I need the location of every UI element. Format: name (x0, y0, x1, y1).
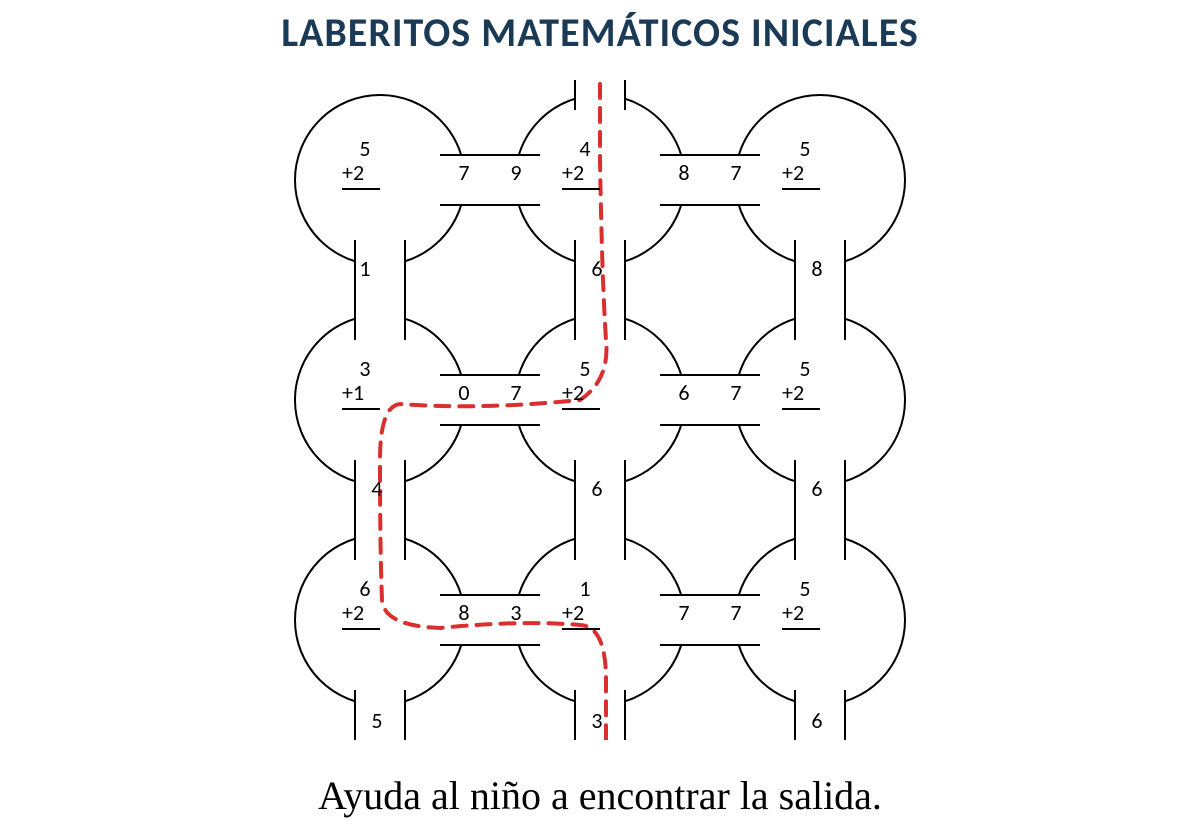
page-subtitle: Ayuda al niño a encontrar la salida. (0, 772, 1200, 819)
node-below: 6 (803, 478, 831, 500)
node-underline (342, 408, 380, 410)
node-underline (342, 628, 380, 630)
maze-labels: 5 +2 1 4 +2 6 5 +2 8 3 +1 4 5 +2 6 5 (280, 80, 920, 740)
node-underline (562, 188, 600, 190)
maze-container: 5 +2 1 4 +2 6 5 +2 8 3 +1 4 5 +2 6 5 (280, 80, 920, 740)
node-op: +2 (562, 382, 598, 404)
node-op: +2 (562, 162, 598, 184)
node-op: +2 (342, 602, 378, 624)
node-top: 3 (351, 358, 379, 380)
node-below: 8 (803, 258, 831, 280)
node-top: 5 (351, 138, 379, 160)
node-top: 5 (791, 578, 819, 600)
conn-num: 6 (670, 382, 698, 404)
node-underline (562, 408, 600, 410)
node-below: 6 (803, 710, 831, 732)
node-below: 3 (583, 710, 611, 732)
node-below: 5 (363, 710, 391, 732)
node-underline (782, 408, 820, 410)
node-top: 5 (571, 358, 599, 380)
node-below: 1 (351, 258, 379, 280)
node-below: 4 (363, 478, 391, 500)
node-op: +1 (342, 382, 378, 404)
node-underline (782, 628, 820, 630)
conn-num: 0 (450, 382, 478, 404)
node-underline (782, 188, 820, 190)
node-top: 5 (791, 358, 819, 380)
node-op: +2 (782, 602, 818, 624)
node-top: 5 (791, 138, 819, 160)
node-underline (342, 188, 380, 190)
worksheet-page: LABERITOS MATEMÁTICOS INICIALES (0, 0, 1200, 831)
conn-num: 8 (670, 162, 698, 184)
conn-num: 7 (670, 602, 698, 624)
conn-num: 7 (722, 382, 750, 404)
node-op: +2 (342, 162, 378, 184)
conn-num: 7 (502, 382, 530, 404)
node-top: 6 (351, 578, 379, 600)
conn-num: 7 (450, 162, 478, 184)
node-below: 6 (583, 258, 611, 280)
node-op: +2 (562, 602, 598, 624)
node-op: +2 (782, 162, 818, 184)
node-below: 6 (583, 478, 611, 500)
node-top: 4 (571, 138, 599, 160)
conn-num: 8 (450, 602, 478, 624)
node-op: +2 (782, 382, 818, 404)
node-underline (562, 628, 600, 630)
conn-num: 3 (502, 602, 530, 624)
conn-num: 9 (502, 162, 530, 184)
node-top: 1 (571, 578, 599, 600)
conn-num: 7 (722, 602, 750, 624)
conn-num: 7 (722, 162, 750, 184)
page-title: LABERITOS MATEMÁTICOS INICIALES (0, 8, 1200, 57)
